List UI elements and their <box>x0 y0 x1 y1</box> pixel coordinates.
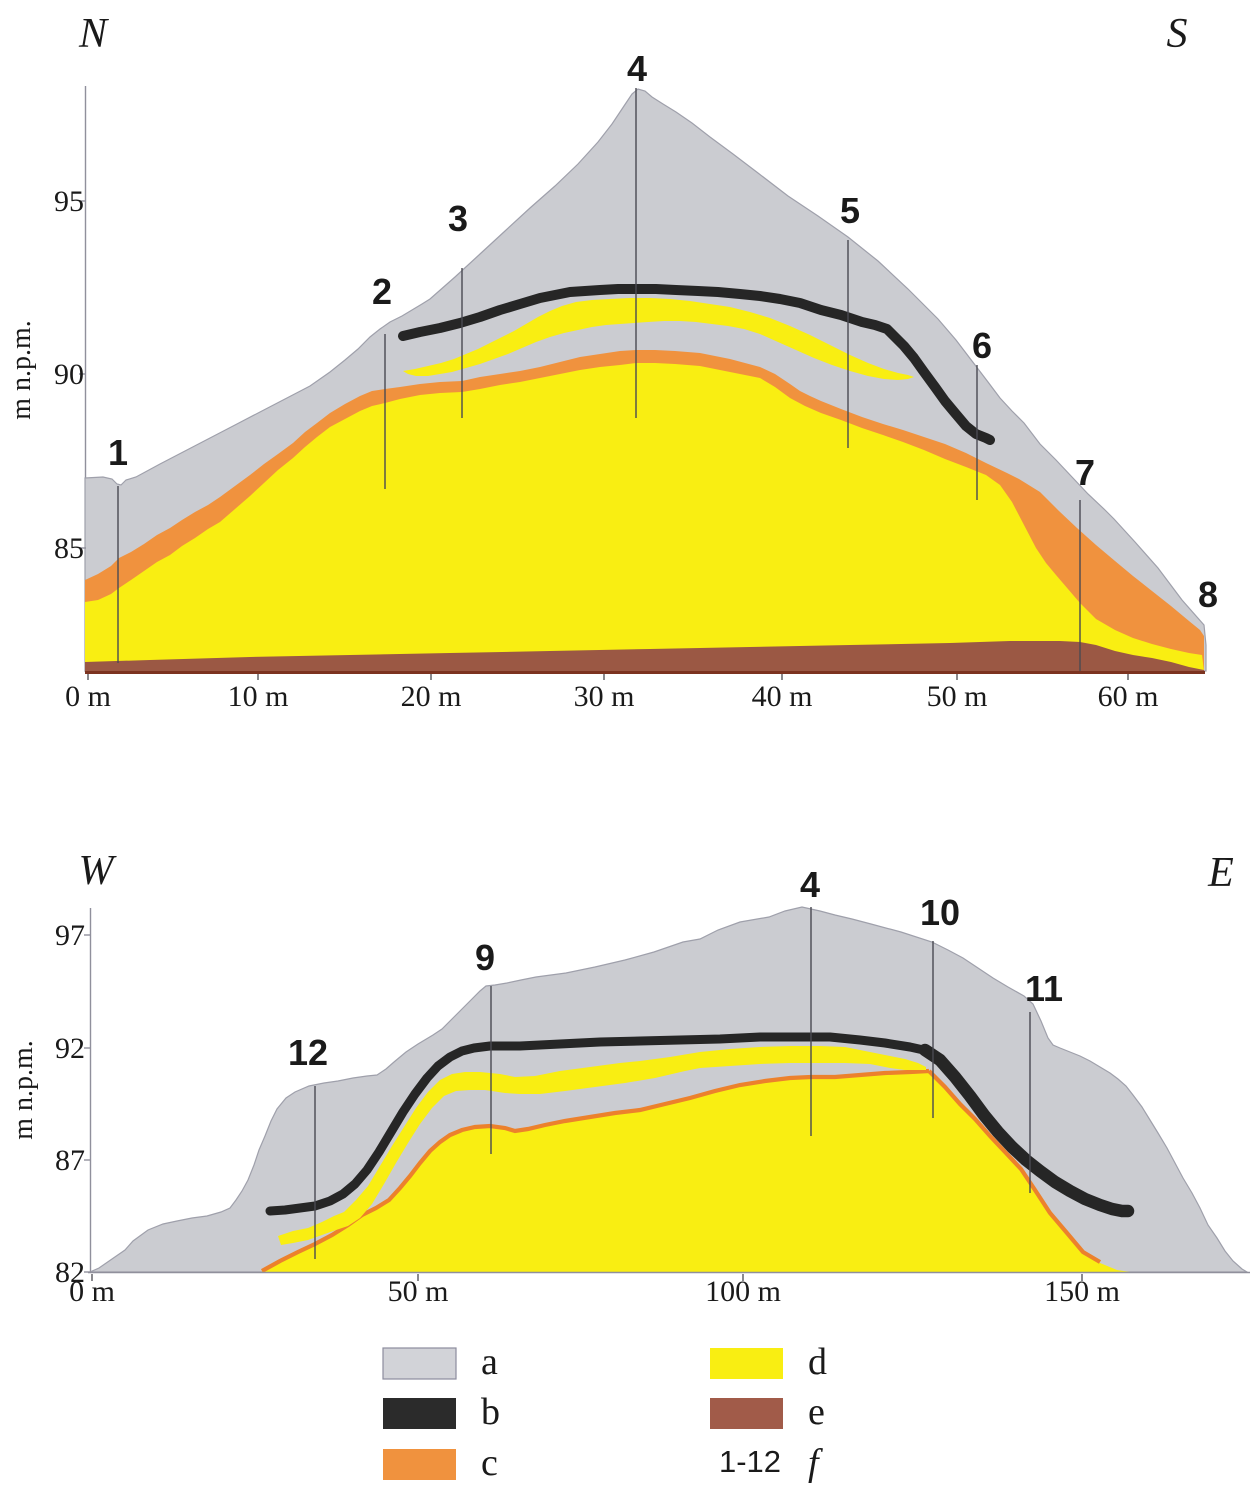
svg-text:11: 11 <box>1025 968 1063 1009</box>
svg-text:30 m: 30 m <box>574 680 635 713</box>
svg-text:0 m: 0 m <box>65 680 111 713</box>
svg-text:e: e <box>808 1391 825 1433</box>
svg-text:97: 97 <box>55 919 85 952</box>
svg-text:a: a <box>481 1341 498 1383</box>
svg-text:8: 8 <box>1198 574 1218 615</box>
svg-text:87: 87 <box>55 1144 85 1177</box>
svg-text:3: 3 <box>448 198 468 239</box>
svg-text:20 m: 20 m <box>401 680 462 713</box>
svg-text:7: 7 <box>1075 452 1095 493</box>
svg-text:50 m: 50 m <box>927 680 988 713</box>
svg-text:4: 4 <box>800 864 820 905</box>
svg-text:0 m: 0 m <box>69 1275 115 1308</box>
svg-text:10 m: 10 m <box>228 680 289 713</box>
svg-text:50 m: 50 m <box>388 1275 449 1308</box>
svg-text:92: 92 <box>55 1032 85 1065</box>
svg-text:95: 95 <box>54 185 84 218</box>
svg-text:82: 82 <box>55 1256 85 1289</box>
svg-text:m n.p.m.: m n.p.m. <box>6 320 37 420</box>
svg-text:4: 4 <box>627 48 647 89</box>
svg-text:E: E <box>1207 850 1234 896</box>
svg-text:5: 5 <box>840 190 860 231</box>
svg-text:1-12: 1-12 <box>719 1444 781 1479</box>
svg-text:90: 90 <box>54 358 84 391</box>
svg-text:10: 10 <box>920 892 960 933</box>
svg-text:6: 6 <box>972 325 992 366</box>
svg-text:100 m: 100 m <box>705 1275 781 1308</box>
svg-text:85: 85 <box>54 532 84 565</box>
svg-text:40 m: 40 m <box>752 680 813 713</box>
svg-text:d: d <box>808 1341 827 1383</box>
svg-text:m n.p.m.: m n.p.m. <box>8 1040 39 1140</box>
svg-text:S: S <box>1167 11 1188 57</box>
svg-text:9: 9 <box>475 937 495 978</box>
svg-text:c: c <box>481 1442 498 1484</box>
svg-text:W: W <box>79 848 118 894</box>
svg-text:b: b <box>481 1391 500 1433</box>
svg-text:1: 1 <box>108 432 128 473</box>
svg-text:12: 12 <box>288 1032 328 1073</box>
svg-text:150 m: 150 m <box>1044 1275 1120 1308</box>
svg-text:2: 2 <box>372 271 392 312</box>
svg-text:N: N <box>78 11 109 57</box>
svg-text:60 m: 60 m <box>1098 680 1159 713</box>
